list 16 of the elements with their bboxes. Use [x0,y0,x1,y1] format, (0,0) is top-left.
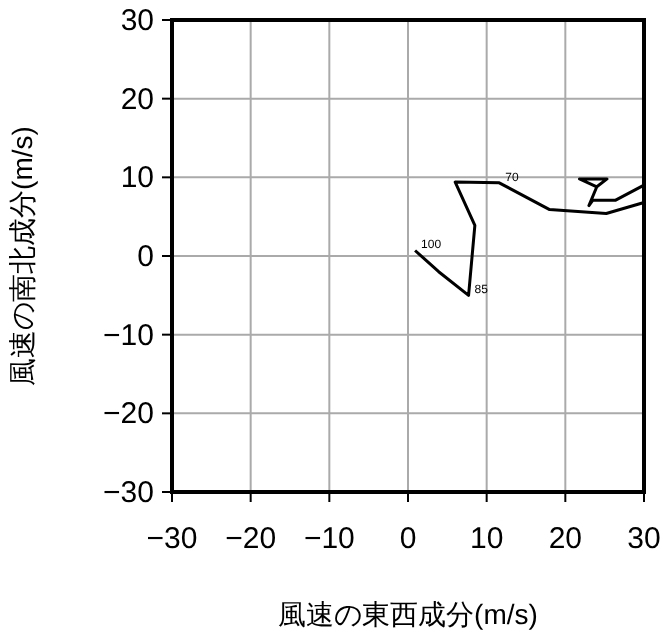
y-tick-label: 30 [120,4,154,38]
y-tick-label: −10 [103,318,154,353]
y-tick-label: 10 [120,161,154,196]
x-tick-label: 0 [399,522,417,556]
x-tick-label: −20 [225,522,277,556]
x-tick-label: 30 [627,522,661,556]
x-tick-label: −10 [303,522,355,556]
y-tick-label: −20 [103,397,154,432]
x-tick-label: −30 [146,522,198,556]
y-tick-label: 20 [120,82,154,117]
x-tick-label: 20 [548,522,583,556]
y-tick-label: −30 [103,476,154,510]
y-axis-title: 風速の南北成分(m/s) [6,126,38,386]
x-tick-label: 10 [469,522,504,556]
y-tick-label: 0 [137,240,154,274]
x-axis-title: 風速の東西成分(m/s) [278,598,538,630]
